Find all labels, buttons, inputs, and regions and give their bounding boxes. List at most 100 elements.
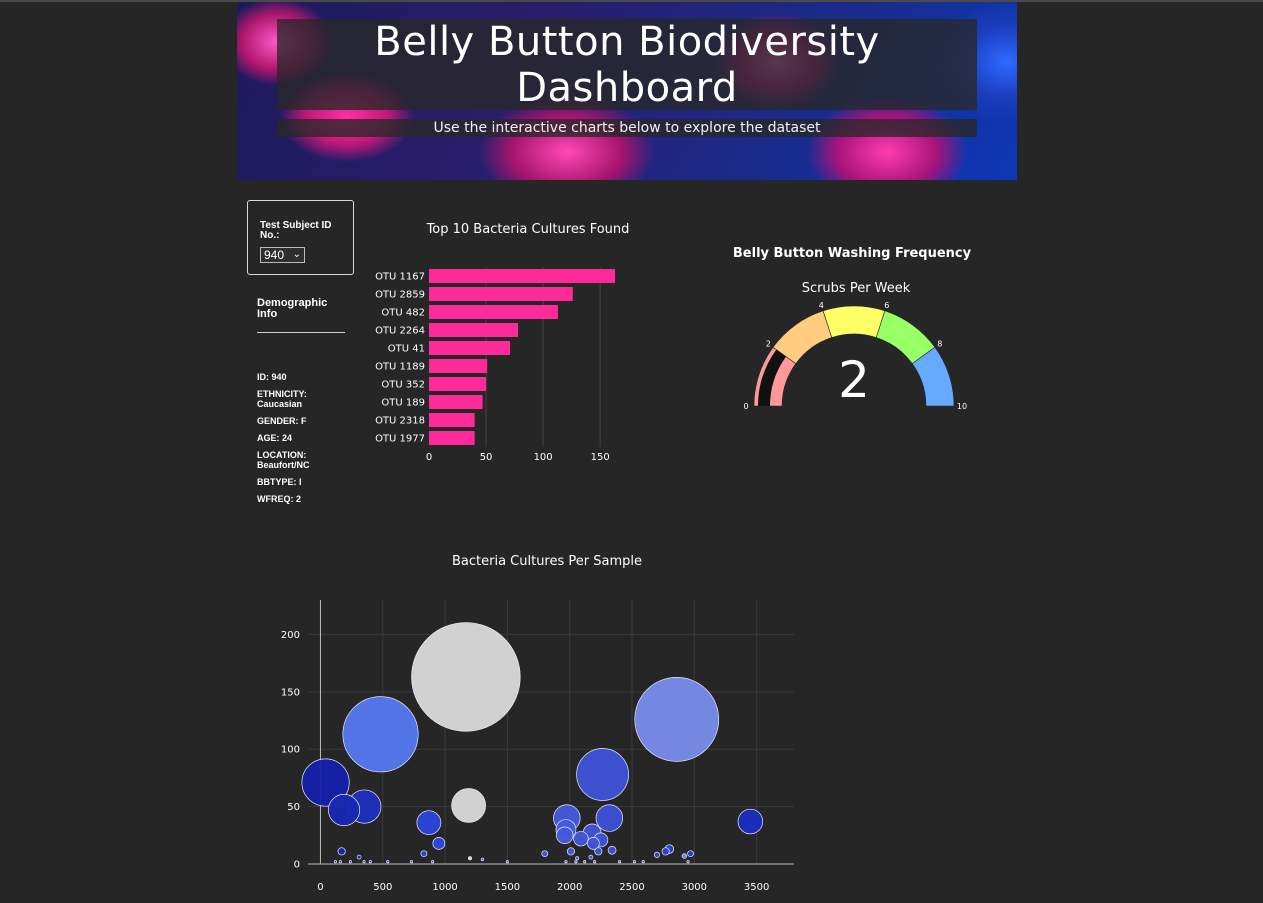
- bubble-point: [386, 860, 390, 864]
- bubble-point: [737, 808, 764, 835]
- gauge-tick-label: 0: [743, 402, 748, 411]
- bubble-point: [420, 850, 428, 858]
- top10-bar-chart: Top 10 Bacteria Cultures Found 0 50 100 150…: [375, 222, 630, 463]
- bubble-x-tick-label: 1000: [432, 882, 457, 893]
- bar-category-label: OTU 2264: [375, 326, 425, 337]
- bubble-y-tick-label: 50: [287, 802, 300, 813]
- header-banner: Belly Button Biodiversity Dashboard Use …: [237, 2, 1017, 180]
- bar-category-label: OTU 41: [388, 344, 425, 355]
- bubble-point: [432, 836, 446, 850]
- bubble-point: [541, 850, 549, 858]
- bubble-point: [564, 860, 568, 864]
- bubble-point: [575, 856, 580, 861]
- bubble-point: [573, 831, 589, 847]
- bubble-point: [587, 836, 600, 850]
- bubble-point: [411, 622, 521, 732]
- bubble-chart: Bacteria Cultures Per Sample 0 500 1000 150…: [281, 554, 794, 893]
- title-backdrop: [277, 19, 977, 110]
- demographic-info-title: Demographic Info: [257, 297, 328, 320]
- washing-frequency-gauge: Belly Button Washing Frequency Scrubs Pe…: [733, 246, 972, 411]
- bar: [429, 377, 487, 391]
- bar: [429, 323, 519, 337]
- bubble-point: [634, 677, 720, 762]
- bubble-x-tick-label: 2500: [619, 882, 644, 893]
- gauge-title: Belly Button Washing Frequency: [733, 246, 972, 261]
- gauge-tick-label: 4: [819, 301, 824, 310]
- bubble-point: [416, 810, 442, 836]
- bar: [429, 287, 573, 301]
- bar-chart-title: Top 10 Bacteria Cultures Found: [426, 222, 630, 237]
- demographic-item: WFREQ: 2: [257, 494, 301, 504]
- demographic-item: LOCATION: Beaufort/NC: [257, 450, 310, 470]
- bubble-point: [641, 860, 645, 864]
- bar-category-label: OTU 2859: [375, 290, 425, 301]
- bubble-point: [574, 860, 578, 864]
- bubble-point: [566, 847, 575, 856]
- bubble-x-tick-label: 3500: [744, 882, 769, 893]
- bar-x-tick-label: 150: [591, 452, 610, 463]
- gauge-tick-label: 10: [957, 402, 967, 411]
- bar-category-label: OTU 482: [381, 308, 425, 319]
- bubble-chart-title: Bacteria Cultures Per Sample: [452, 554, 642, 569]
- bubble-point: [467, 856, 473, 861]
- gauge-value-number: 2: [838, 351, 870, 409]
- page-subtitle: Use the interactive charts below to expl…: [433, 120, 821, 136]
- bubble-point: [687, 850, 694, 858]
- bar-category-label: OTU 1977: [375, 434, 425, 445]
- bubble-point: [595, 804, 624, 832]
- bubble-point: [431, 860, 435, 864]
- bubble-point: [333, 860, 337, 864]
- bubble-y-tick-label: 200: [281, 630, 300, 641]
- bar-x-tick-label: 50: [480, 452, 493, 463]
- subject-id-select[interactable]: 940 ⌄: [260, 247, 305, 263]
- bar: [429, 431, 475, 445]
- bubble-point: [451, 788, 486, 823]
- gauge-band: [822, 305, 886, 338]
- bubble-point: [576, 748, 629, 801]
- chevron-down-icon: ⌄: [292, 249, 301, 260]
- subtitle-backdrop: [277, 119, 977, 137]
- demographic-divider: [257, 332, 345, 333]
- bubble-point: [480, 857, 485, 862]
- bar-x-tick-label: 100: [534, 452, 553, 463]
- bubble-point: [617, 860, 622, 864]
- bubble-point: [632, 860, 637, 864]
- bubble-point: [356, 854, 362, 860]
- demographic-item: AGE: 24: [257, 433, 293, 443]
- gauge-subtitle: Scrubs Per Week: [802, 281, 911, 296]
- bar-category-label: OTU 189: [381, 398, 425, 409]
- demographic-item: ID: 940: [257, 372, 287, 382]
- bubble-y-tick-label: 0: [294, 860, 300, 871]
- bar-category-label: OTU 2318: [375, 416, 425, 427]
- bubble-y-tick-label: 150: [281, 687, 300, 698]
- bar-category-label: OTU 352: [381, 380, 425, 391]
- bubble-point: [594, 847, 603, 856]
- bubble-point: [653, 851, 660, 858]
- bubble-y-tick-label: 100: [281, 745, 300, 756]
- bubble-point: [556, 826, 574, 844]
- bubble-point: [368, 860, 372, 864]
- bubble-point: [505, 860, 509, 864]
- demographic-info-list: ID: 940 ETHNICITY: Caucasian GENDER: F AGE:…: [257, 372, 347, 511]
- bubble-x-tick-label: 0: [317, 882, 323, 893]
- subject-id-value: 940: [264, 248, 285, 262]
- bar-x-tick-label: 0: [426, 452, 432, 463]
- bar: [429, 269, 616, 283]
- demographic-item: BBTYPE: I: [257, 477, 302, 487]
- gauge-tick-label: 2: [766, 340, 771, 349]
- bubble-point: [409, 860, 413, 864]
- bar: [429, 395, 483, 409]
- bubble-x-tick-label: 2000: [557, 882, 582, 893]
- bubble-point: [681, 853, 688, 859]
- bar-category-label: OTU 1167: [375, 272, 425, 283]
- bubble-point: [588, 854, 594, 860]
- bar: [429, 305, 558, 319]
- subject-selector-label: Test Subject ID No.:: [260, 220, 332, 241]
- bubble-point: [342, 696, 419, 773]
- bubble-point: [362, 860, 366, 864]
- bubble-point: [338, 860, 342, 864]
- bubble-point: [607, 845, 617, 855]
- bubble-point: [327, 794, 361, 827]
- subject-selector-panel: Test Subject ID No.: 940 ⌄: [247, 200, 354, 275]
- bubble-point: [583, 860, 587, 864]
